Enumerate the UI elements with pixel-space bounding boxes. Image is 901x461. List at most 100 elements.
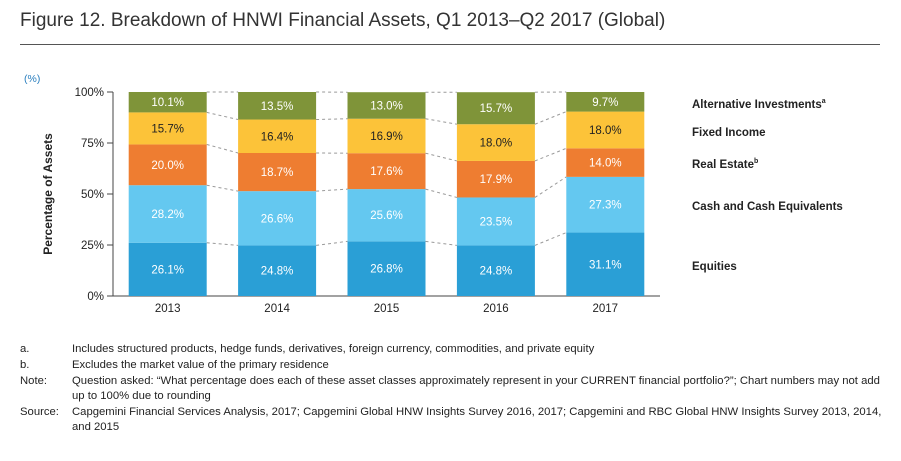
stacked-bar-chart: (%) Percentage of Assets 0% 25% 50% 75% 100% 26… [24,73,843,315]
bar-segment [238,245,317,296]
connector-line [206,184,239,192]
bar-segment [566,232,645,296]
bar-value-label: 14.0% [589,158,622,170]
bar-value-label: 18.0% [589,125,622,137]
y-tick-label: 100% [75,87,104,99]
legend-entry: Alternative Investmentsa [692,98,826,111]
bar-segment [128,92,207,113]
y-tick-label: 50% [81,189,104,201]
footnote-source: Source: Capgemini Financial Services Ana… [20,405,890,435]
footnote-text: Capgemini Financial Services Analysis, 2… [72,406,882,433]
connector-line [316,118,348,121]
footnotes: a. Includes structured products, hedge f… [20,342,890,436]
bar-segment [238,92,317,120]
legend-footnote-marker: b [754,158,758,165]
bar-value-label: 24.8% [480,266,513,278]
footnote-key: Note: [20,375,48,387]
bar-segment [347,118,426,154]
footnote-key: b. [20,359,30,371]
bar-value-label: 15.7% [151,123,184,135]
connector-line [316,188,348,192]
bar-segment [456,160,535,198]
bar-value-label: 16.4% [261,131,294,143]
bar-segment [347,189,426,242]
bar-segment [128,144,207,186]
y-tick-label: 25% [81,240,104,252]
bar-segment [347,92,426,119]
figure-title: Figure 12. Breakdown of HNWI Financial A… [20,10,666,31]
x-tick-label: 2013 [155,303,181,315]
bar-value-label: 31.1% [589,259,622,271]
connector-line [534,176,567,198]
footnote-text: Question asked: “What percentage does ea… [72,375,880,402]
bar-value-label: 28.2% [151,209,184,221]
bar-value-label: 15.7% [480,103,513,115]
bar-segment [128,112,207,145]
bar-value-label: 20.0% [151,160,184,172]
bar-value-label: 26.8% [370,264,403,276]
bar-segment [566,176,645,233]
footnote-text: Excludes the market value of the primary… [72,359,329,371]
connector-line [425,152,458,162]
bar-segment [238,152,317,192]
footnote-a: a. Includes structured products, hedge f… [20,342,890,357]
legend-entry: Equities [692,261,737,273]
footnote-key: Source: [20,406,59,418]
bar-value-label: 16.9% [370,131,403,143]
bar-value-label: 10.1% [151,97,184,109]
bar-segment [456,245,535,296]
y-axis-title: Percentage of Assets [41,133,55,255]
bar-value-label: 26.1% [151,264,184,276]
bar-value-label: 23.5% [480,216,513,228]
footnote-key: a. [20,343,30,355]
bar-segment [456,124,535,161]
y-tick-label: 75% [81,138,104,150]
footnote-text: Includes structured products, hedge fund… [72,343,595,355]
y-tick-label: 0% [87,291,104,303]
x-tick-label: 2016 [483,303,509,315]
bar-value-label: 18.0% [480,138,513,150]
bar-value-label: 13.5% [261,101,294,113]
title-divider [20,44,880,45]
connector-line [316,240,348,246]
legend-entry: Cash and Cash Equivalents [692,201,843,213]
connector-line [534,147,567,162]
legend-footnote-marker: a [822,98,826,105]
bar-value-label: 27.3% [589,200,622,212]
connector-line [425,188,458,198]
bar-segment [238,119,317,153]
bar-segment [238,191,317,246]
connector-line [534,111,567,125]
bar-segment [128,185,207,243]
x-tick-label: 2014 [264,303,290,315]
bar-value-label: 26.6% [261,213,294,225]
bar-segment [566,111,645,149]
bar-segment [456,92,535,125]
connector-line [206,242,239,246]
bar-value-label: 13.0% [370,100,403,112]
x-tick-label: 2017 [593,303,619,315]
bar-segment [456,197,535,246]
connector-line [425,240,457,246]
unit-label: (%) [24,73,40,85]
footnote-b: b. Excludes the market value of the prim… [20,358,890,373]
bar-segment [347,153,426,190]
bar-segment [128,242,207,296]
bar-value-label: 17.6% [370,166,403,178]
legend-entry: Real Estateb [692,158,758,171]
bar-segment [566,148,645,177]
bar-value-label: 24.8% [261,266,294,278]
connector-line [425,118,457,125]
bar-value-label: 25.6% [370,210,403,222]
bar-value-label: 9.7% [592,97,618,109]
bar-value-label: 18.7% [261,167,294,179]
bar-segment [347,241,426,296]
footnote-note: Note: Question asked: “What percentage d… [20,374,890,404]
connector-line [206,143,239,154]
legend-entry: Fixed Income [692,127,766,139]
bar-value-label: 17.9% [480,174,513,186]
connector-line [206,111,239,121]
bar-segment [566,92,645,112]
connector-line [534,232,567,246]
x-tick-label: 2015 [374,303,400,315]
